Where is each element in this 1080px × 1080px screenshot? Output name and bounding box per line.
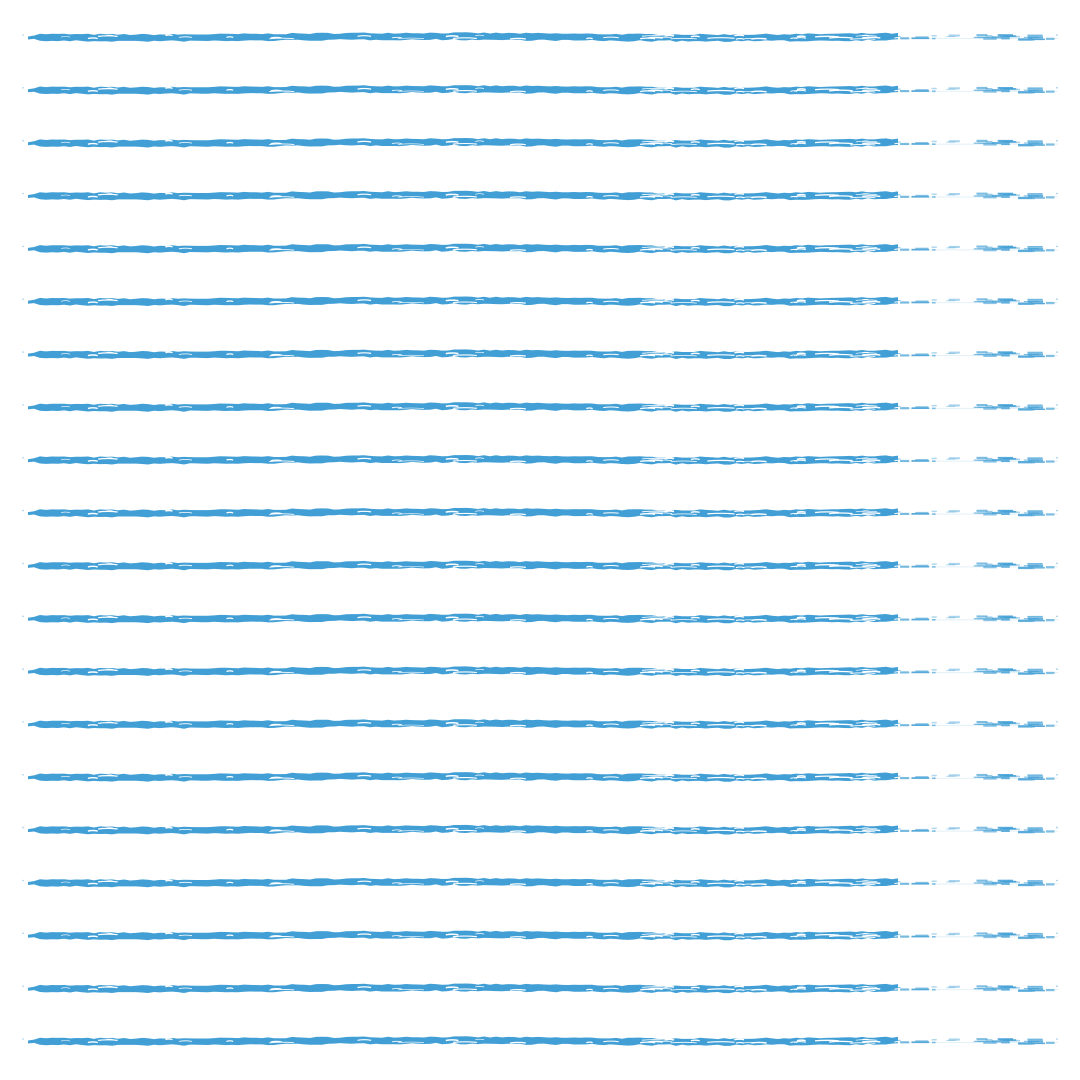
brush-stroke bbox=[21, 242, 1059, 255]
brush-stroke bbox=[21, 1035, 1059, 1047]
brush-stroke bbox=[21, 718, 1059, 730]
brush-stroke bbox=[21, 876, 1059, 889]
brush-stroke bbox=[21, 295, 1059, 307]
brush-stroke bbox=[21, 771, 1059, 783]
brush-stroke bbox=[21, 507, 1059, 519]
brush-stroke bbox=[21, 982, 1059, 994]
brush-stroke bbox=[21, 454, 1059, 466]
brush-stroke bbox=[21, 348, 1059, 360]
brush-stroke bbox=[21, 665, 1059, 677]
brush-stroke bbox=[21, 612, 1059, 625]
brush-stroke bbox=[21, 929, 1059, 942]
brush-stroke bbox=[21, 559, 1059, 572]
brush-stroke bbox=[21, 401, 1059, 413]
brush-stroke bbox=[21, 824, 1059, 836]
brush-stroke bbox=[21, 137, 1059, 149]
brush-stroke bbox=[21, 84, 1059, 96]
brush-stroke bbox=[21, 31, 1059, 43]
brush-stroke bbox=[21, 190, 1059, 202]
